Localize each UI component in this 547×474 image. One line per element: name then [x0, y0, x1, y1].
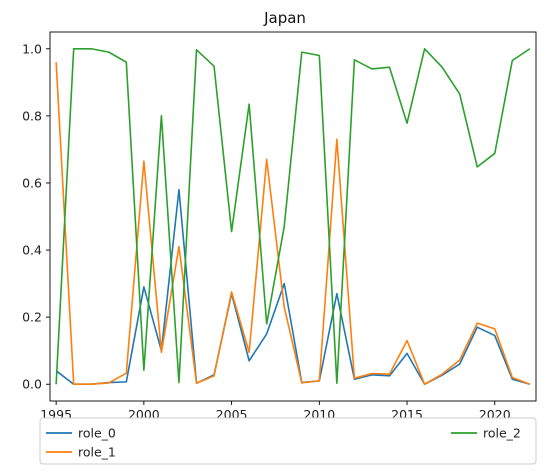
legend-label-role-1: role_1	[78, 445, 116, 460]
y-tick-label: 0.4	[22, 243, 42, 258]
y-tick-label: 0.2	[22, 310, 42, 325]
x-axis: 1995 2000 2005 2010 2015 2020	[40, 401, 511, 422]
y-tick-label: 0.0	[22, 377, 42, 392]
series-line-role-2	[55, 47, 531, 385]
legend-frame	[39, 417, 537, 465]
y-axis: 0.0 0.2 0.4 0.6 0.8 1.0	[22, 41, 50, 392]
legend-label-role-2: role_2	[483, 426, 521, 441]
series-line-role-0	[55, 188, 531, 386]
series-line-role-1	[55, 62, 531, 386]
legend: role_0 role_1 role_2	[39, 417, 537, 465]
y-tick-label: 0.6	[22, 175, 42, 190]
legend-label-role-0: role_0	[78, 426, 116, 441]
chart-title: Japan	[263, 9, 306, 27]
plot-area	[49, 31, 537, 402]
y-tick-label: 1.0	[22, 41, 42, 56]
y-tick-label: 0.8	[22, 108, 42, 123]
series-group	[55, 47, 531, 386]
